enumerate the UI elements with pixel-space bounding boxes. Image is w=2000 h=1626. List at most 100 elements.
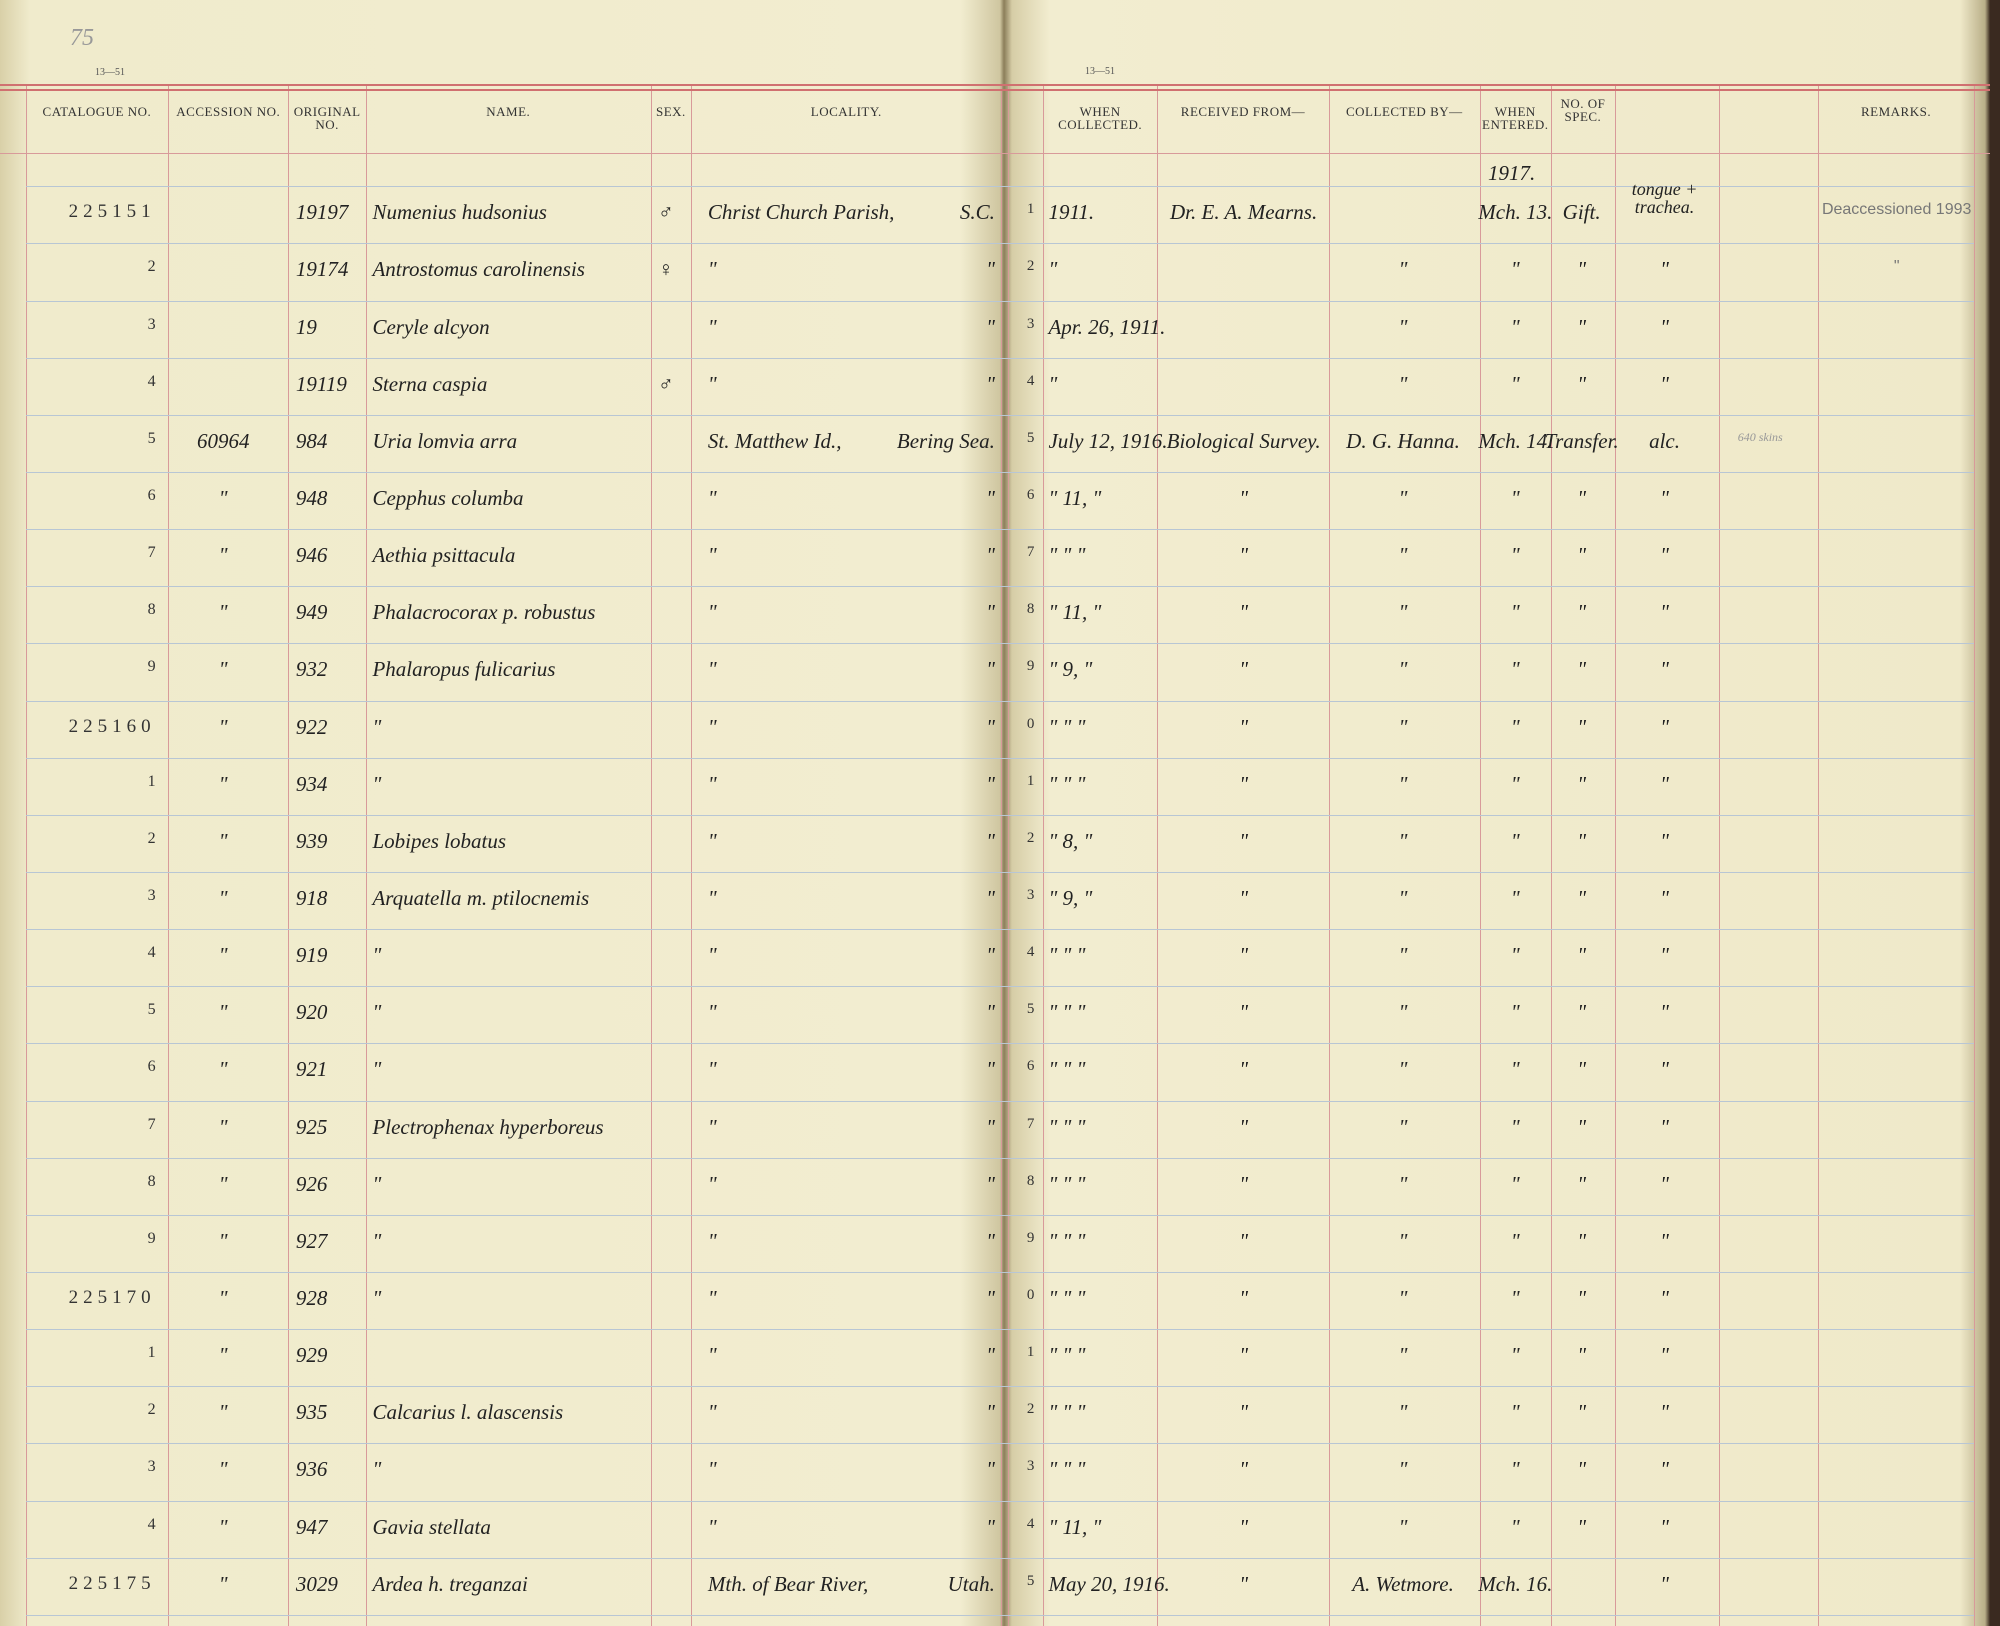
cell-name: Ceryle alcyon [372,314,490,339]
cell-line: 4 [1026,944,1035,961]
cell-coll: " 9, " [1048,886,1093,910]
column-header: Collected by— [1346,103,1463,119]
cell-orig: 947 [295,1514,328,1539]
cell-coll: May 20, 1916. [1048,1571,1170,1596]
column-header: Received from— [1180,103,1306,119]
rule [25,300,1975,302]
cell-coll: " " " [1048,543,1086,568]
cell-name: Uria lomvia arra [372,428,518,453]
cell-line: 2 [1026,258,1035,275]
cell-orig: 936 [295,1457,328,1482]
cell-spec: " [1577,714,1587,739]
cell-by: " [1398,1114,1408,1139]
cell-coll: " 8, " [1048,828,1093,853]
cell-orig: 928 [295,1286,328,1310]
cell-acc: 60964 [196,428,250,453]
cell-extra: tongue + trachea. [1631,179,1698,218]
cell-recv: " [1239,1286,1249,1310]
cell-ent: " [1510,828,1520,853]
cell-name: Phalacrocorax p. robustus [372,600,596,625]
cell-loc2: " [986,1286,995,1310]
cell-recv: " [1239,1114,1249,1139]
cell-by: " [1398,1286,1408,1310]
rule [1974,84,1976,1626]
cell-ent: " [1510,1343,1520,1368]
cell-acc: " [218,828,228,853]
rule [25,1443,1975,1445]
cell-extra: " [1660,886,1669,910]
cell-line: 1 [1026,201,1035,218]
cell-by: " [1398,1457,1408,1482]
stamp: 13—51 [1085,66,1115,77]
cell-cat: 9 [147,658,156,676]
cell-acc: " [218,1514,228,1539]
cell-recv: " [1239,600,1249,625]
cell-line: 9 [1026,1229,1035,1246]
cell-loc2: " [986,943,995,968]
cell-rem: " [1893,258,1900,276]
rule [1551,84,1553,1626]
cell-cat: 8 [147,1172,156,1190]
cell-cat: 2 [147,258,156,276]
cell-orig: 935 [295,1400,328,1425]
cell-coll: " " " [1048,1171,1086,1196]
cell-loc: " [707,1343,717,1368]
cell-name: Phalaropus fulicarius [372,657,556,682]
cell-cat: 2 [147,1401,156,1419]
rule [1156,84,1158,1626]
cell-orig: 946 [295,543,328,568]
cell-spec: " [1577,1228,1587,1253]
rule [25,929,1975,931]
cell-by: " [1398,714,1408,739]
cell-loc: " [707,1057,717,1082]
cell-orig: 922 [295,714,328,739]
cell-coll: " " " [1048,714,1086,739]
cell-acc: " [218,1057,228,1082]
cell-loc2: " [986,600,995,625]
cell-spec: " [1577,1400,1587,1425]
cell-cat: 225151 [68,201,156,223]
rule [1007,84,1009,1626]
cell-recv: " [1239,1171,1249,1196]
cell-extra: " [1660,486,1669,510]
cell-loc: " [707,771,717,796]
cell-name: Plectrophenax hyperboreus [372,1114,604,1139]
year-note: 1917. [1488,161,1536,185]
cell-orig: 920 [295,1000,328,1025]
cell-recv: " [1239,828,1249,853]
cell-by: " [1398,1171,1408,1196]
cell-recv: " [1239,886,1249,910]
cell-extra: " [1660,657,1669,682]
cell-loc2: " [986,371,995,396]
cell-by: " [1398,771,1408,796]
cell-by: " [1398,371,1408,396]
cell-line: 9 [1026,658,1035,675]
cell-loc2: " [986,828,995,853]
cell-extra: " [1660,1057,1669,1082]
cell-extra: " [1660,828,1669,853]
cell-orig: 984 [295,428,328,453]
cell-loc2: " [986,771,995,796]
cell-recv: " [1239,657,1249,682]
cell-orig: 926 [295,1171,328,1196]
cell-recv: Biological Survey. [1166,428,1321,453]
rule [1001,84,1003,1626]
rule [691,84,693,1626]
cell-loc: " [707,1514,717,1539]
cell-line: 8 [1026,1172,1035,1189]
cell-cat: 5 [147,1001,156,1019]
cell-by: " [1398,257,1408,282]
cell-loc2: " [986,657,995,682]
cell-acc: " [218,486,228,510]
cell-coll: " " " [1048,1114,1086,1139]
cell-name: Arquatella m. ptilocnemis [372,886,590,910]
rule [25,1386,1975,1388]
cell-orig: 19 [295,314,317,339]
cell-by: " [1398,1343,1408,1368]
cell-coll: 1911. [1048,200,1095,225]
cell-extra: " [1660,1000,1669,1025]
cell-spec: " [1577,314,1587,339]
cell-loc: " [707,828,717,853]
cell-coll: " " " [1048,1000,1086,1025]
cell-ent: " [1510,371,1520,396]
